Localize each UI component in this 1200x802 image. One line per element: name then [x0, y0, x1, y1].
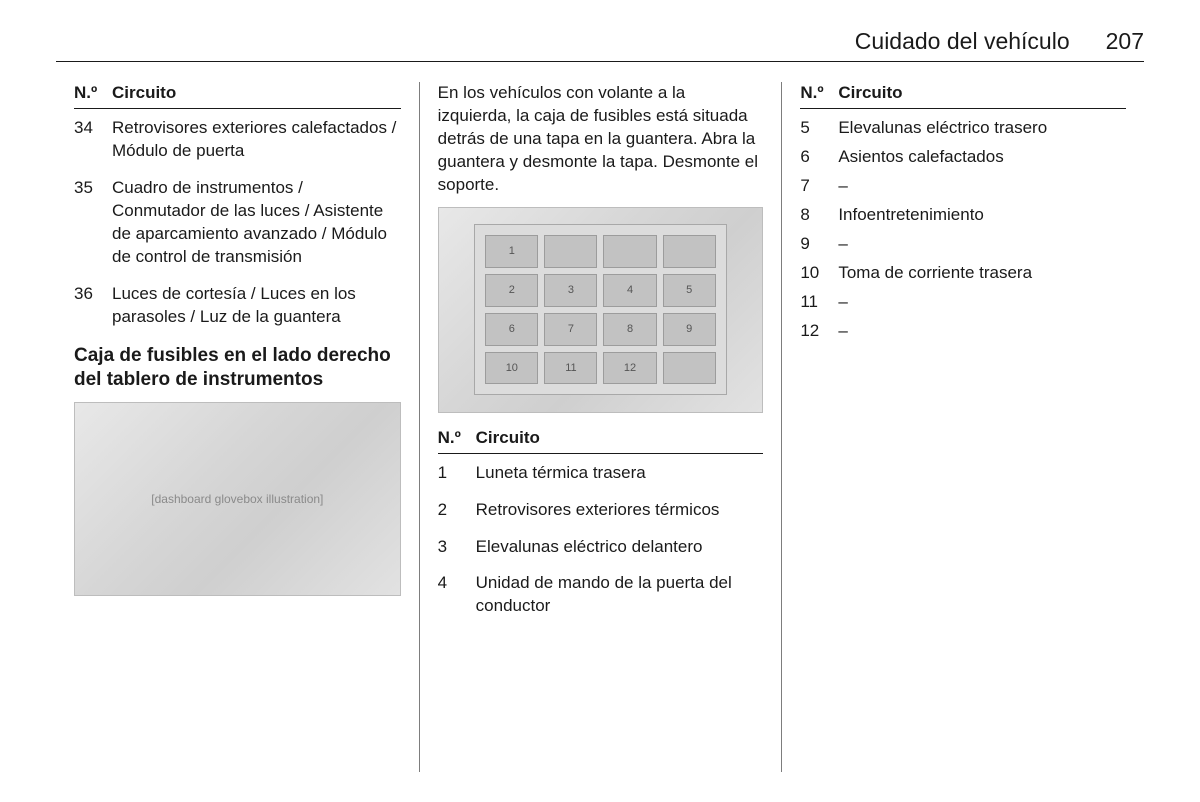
row-num: 2	[438, 499, 476, 522]
row-desc: Cuadro de instrumentos / Conmutador de l…	[112, 177, 401, 269]
col-header-num: N.º	[74, 82, 112, 105]
row-num: 34	[74, 117, 112, 163]
page-number: 207	[1106, 28, 1144, 55]
row-num: 3	[438, 536, 476, 559]
row-desc: –	[838, 233, 1126, 256]
row-desc: Toma de corriente trasera	[838, 262, 1126, 285]
table-row: 34 Retrovisores exteriores calefac­tados…	[74, 117, 401, 163]
fuse-layout-icon: 1 2345 6789 101112	[474, 224, 726, 395]
table-row: 6 Asientos calefactados	[800, 146, 1126, 169]
row-desc: Luces de cortesía / Luces en los parasol…	[112, 283, 401, 329]
section-name: Cuidado del vehículo	[855, 28, 1070, 55]
row-desc: Elevalunas eléctrico delantero	[476, 536, 764, 559]
dashboard-illustration: [dashboard glovebox illustration]	[74, 402, 401, 596]
table-header: N.º Circuito	[438, 427, 764, 454]
image-alt: [dashboard glovebox illustration]	[151, 491, 323, 507]
intro-paragraph: En los vehículos con volante a la izquie…	[438, 82, 764, 197]
table-header: N.º Circuito	[800, 82, 1126, 109]
row-num: 9	[800, 233, 838, 256]
row-desc: Infoentretenimiento	[838, 204, 1126, 227]
fusebox-illustration: 1 2345 6789 101112	[438, 207, 764, 413]
table-row: 3 Elevalunas eléctrico delantero	[438, 536, 764, 559]
row-num: 36	[74, 283, 112, 329]
content-columns: N.º Circuito 34 Retrovisores exteriores …	[56, 82, 1144, 772]
table-row: 36 Luces de cortesía / Luces en los para…	[74, 283, 401, 329]
col-header-label: Circuito	[838, 82, 902, 105]
col-header-num: N.º	[438, 427, 476, 450]
table-row: 35 Cuadro de instrumentos / Conmutador d…	[74, 177, 401, 269]
row-desc: Luneta térmica trasera	[476, 462, 764, 485]
row-desc: –	[838, 291, 1126, 314]
row-desc: Retrovisores exteriores calefac­tados / …	[112, 117, 401, 163]
row-num: 6	[800, 146, 838, 169]
table-row: 10 Toma de corriente trasera	[800, 262, 1126, 285]
row-num: 8	[800, 204, 838, 227]
column-left: N.º Circuito 34 Retrovisores exteriores …	[56, 82, 419, 772]
row-num: 7	[800, 175, 838, 198]
table-row: 4 Unidad de mando de la puerta del condu…	[438, 572, 764, 618]
row-desc: –	[838, 175, 1126, 198]
column-middle: En los vehículos con volante a la izquie…	[419, 82, 782, 772]
row-num: 35	[74, 177, 112, 269]
table-row: 11 –	[800, 291, 1126, 314]
section-title: Caja de fusibles en el lado derecho del …	[74, 344, 401, 392]
row-num: 12	[800, 320, 838, 343]
table-row: 7 –	[800, 175, 1126, 198]
row-num: 1	[438, 462, 476, 485]
row-num: 5	[800, 117, 838, 140]
row-desc: Retrovisores exteriores térmicos	[476, 499, 764, 522]
table-header: N.º Circuito	[74, 82, 401, 109]
page-header: Cuidado del vehículo 207	[56, 28, 1144, 62]
table-row: 2 Retrovisores exteriores térmicos	[438, 499, 764, 522]
table-row: 9 –	[800, 233, 1126, 256]
column-right: N.º Circuito 5 Elevalunas eléctrico tras…	[781, 82, 1144, 772]
row-desc: Elevalunas eléctrico trasero	[838, 117, 1126, 140]
row-num: 4	[438, 572, 476, 618]
table-row: 12 –	[800, 320, 1126, 343]
col-header-num: N.º	[800, 82, 838, 105]
row-num: 11	[800, 291, 838, 314]
col-header-label: Circuito	[112, 82, 176, 105]
table-row: 5 Elevalunas eléctrico trasero	[800, 117, 1126, 140]
row-desc: Asientos calefactados	[838, 146, 1126, 169]
table-row: 1 Luneta térmica trasera	[438, 462, 764, 485]
row-desc: Unidad de mando de la puerta del conduct…	[476, 572, 764, 618]
table-row: 8 Infoentretenimiento	[800, 204, 1126, 227]
row-desc: –	[838, 320, 1126, 343]
row-num: 10	[800, 262, 838, 285]
col-header-label: Circuito	[476, 427, 540, 450]
